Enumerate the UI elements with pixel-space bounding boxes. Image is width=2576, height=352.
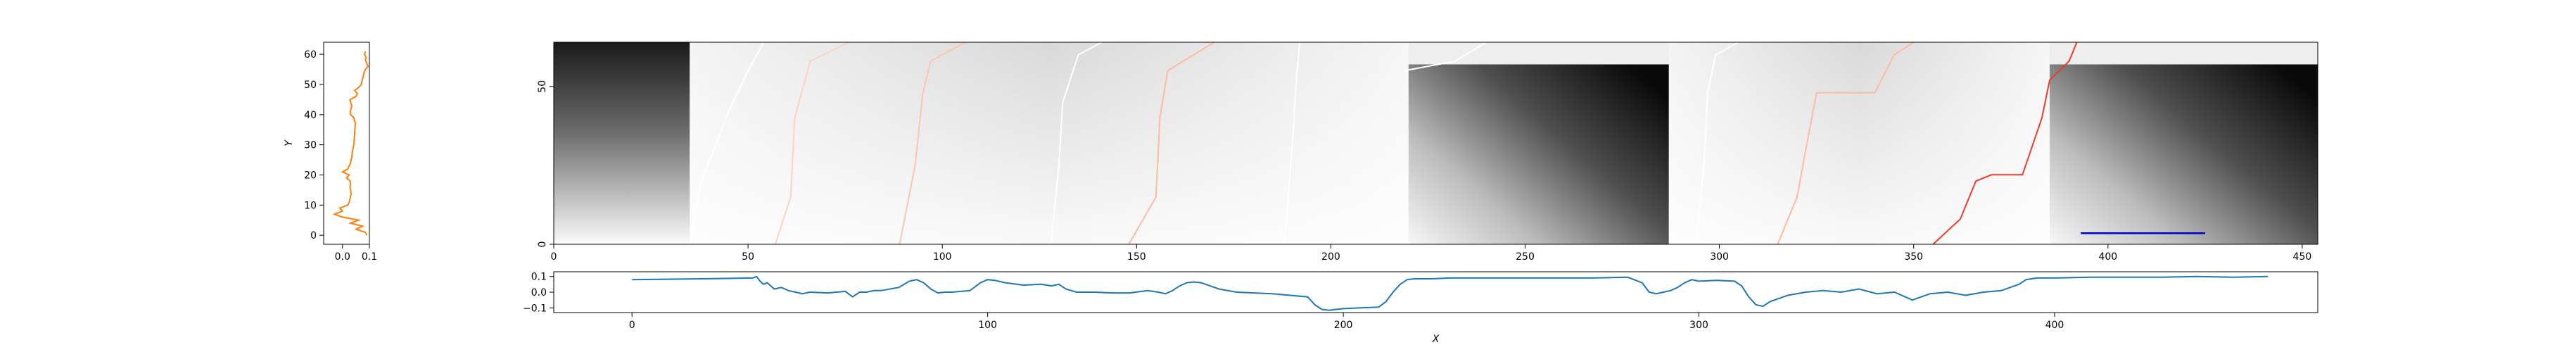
x-tick-label: 100 [933,251,952,263]
y-tick-label: 0 [310,230,317,241]
y-profile-panel: 0 10 20 30 40 50 60 0.0 0.1 Y [284,42,377,263]
y-tick-label: 40 [304,110,317,121]
x-tick-label: 0 [551,251,557,263]
x-tick-label: 400 [2045,320,2064,331]
alignment-path [1128,42,1215,245]
x-profile-series-line [632,275,2269,311]
heatmap-block-dark [554,42,690,244]
heatmap-block-dark [1408,64,1669,244]
x-tick-label: 450 [2293,251,2312,263]
heatmap-block-top [1408,42,1669,65]
x-tick-label: 200 [1334,320,1353,331]
y-tick-label: 0.1 [531,272,547,283]
x-tick-label: 50 [742,251,754,263]
x-tick-label: 100 [978,320,997,331]
x-tick-label: 350 [1904,251,1923,263]
x-tick-label: 0.0 [335,251,350,263]
alignment-path [1932,42,2078,245]
y-tick-label: 60 [304,49,317,61]
x-tick-label: 0 [629,320,635,331]
heatmap-block-dark [2049,64,2318,244]
x-tick-label: 150 [1127,251,1146,263]
x-tick-label: 300 [1710,251,1729,263]
y-axis-label: Y [284,139,295,146]
y-tick-label: 0 [537,241,548,248]
alignment-path [1404,42,1487,72]
y-tick-label: 10 [304,200,317,211]
x-profile-panel: 0 100 200 300 400 −0.1 0.0 0.1 X [523,271,2318,345]
x-tick-label: 0.1 [362,251,377,263]
y-tick-label: 50 [304,80,317,91]
x-tick-label: 300 [1689,320,1708,331]
alignment-path [1283,42,1301,245]
heatmap-block-fade [690,42,1409,244]
alignment-path [1050,42,1103,245]
y-tick-label: 20 [304,170,317,181]
x-axis-label: X [1432,334,1440,345]
alignment-heatmap-panel: 0 50 100 150 200 250 300 350 400 450 0 50 [537,42,2318,263]
x-tick-label: 200 [1321,251,1340,263]
x-tick-label: 400 [2098,251,2117,263]
y-tick-label: 0.0 [531,287,547,298]
alignment-path [899,42,966,245]
y-profile-frame [323,42,370,245]
y-tick-label: 30 [304,140,317,151]
alignment-path [1695,42,1739,245]
y-tick-label: −0.1 [523,303,547,314]
heatmap-block-top [2049,42,2318,65]
heatmap-block-fade [1668,42,2050,244]
heatmap-frame [553,42,2318,245]
alignment-path [774,42,850,245]
x-tick-label: 250 [1516,251,1535,263]
y-profile-series-line [332,51,369,236]
y-tick-label: 50 [537,80,548,93]
alignment-path [1777,42,1915,245]
alignment-path [689,42,765,245]
